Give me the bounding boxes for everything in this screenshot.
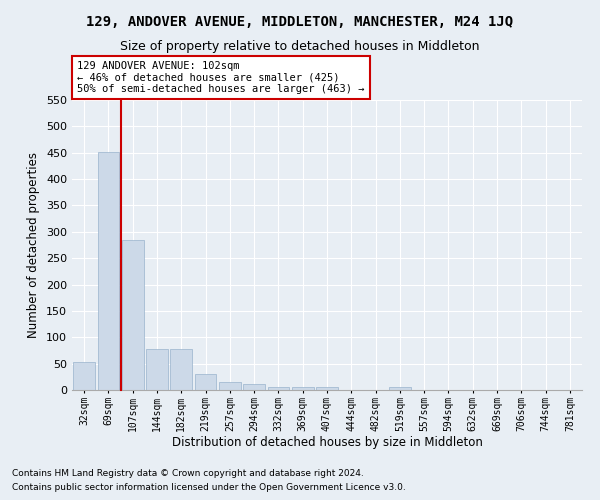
Bar xyxy=(97,152,119,390)
Bar xyxy=(146,349,168,390)
Y-axis label: Number of detached properties: Number of detached properties xyxy=(28,152,40,338)
Text: 129 ANDOVER AVENUE: 102sqm
← 46% of detached houses are smaller (425)
50% of sem: 129 ANDOVER AVENUE: 102sqm ← 46% of deta… xyxy=(77,61,365,94)
Bar xyxy=(389,388,411,390)
Bar xyxy=(243,384,265,390)
X-axis label: Distribution of detached houses by size in Middleton: Distribution of detached houses by size … xyxy=(172,436,482,450)
Bar xyxy=(122,240,143,390)
Bar xyxy=(194,374,217,390)
Text: Contains HM Land Registry data © Crown copyright and database right 2024.: Contains HM Land Registry data © Crown c… xyxy=(12,468,364,477)
Text: 129, ANDOVER AVENUE, MIDDLETON, MANCHESTER, M24 1JQ: 129, ANDOVER AVENUE, MIDDLETON, MANCHEST… xyxy=(86,15,514,29)
Bar xyxy=(292,388,314,390)
Text: Contains public sector information licensed under the Open Government Licence v3: Contains public sector information licen… xyxy=(12,484,406,492)
Bar xyxy=(170,349,192,390)
Bar xyxy=(219,382,241,390)
Bar xyxy=(268,388,289,390)
Bar xyxy=(73,362,95,390)
Text: Size of property relative to detached houses in Middleton: Size of property relative to detached ho… xyxy=(120,40,480,53)
Bar xyxy=(316,387,338,390)
